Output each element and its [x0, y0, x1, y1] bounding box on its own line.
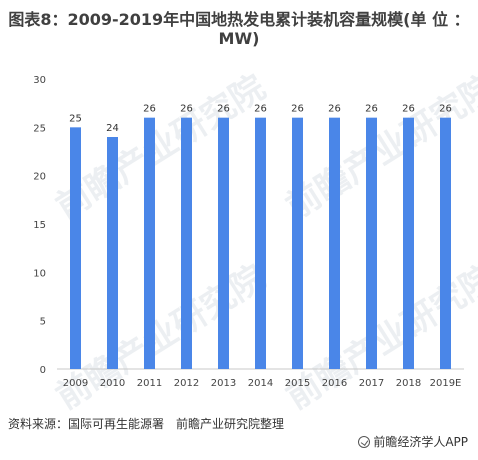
bar: [440, 117, 451, 370]
x-tick-label: 2013: [211, 378, 236, 389]
x-tick-label: 2019E: [430, 378, 462, 389]
y-tick-label: 25: [33, 123, 46, 134]
brand-credit: 前瞻经济学人APP: [358, 433, 468, 450]
bar: [255, 117, 266, 370]
y-tick-label: 15: [33, 220, 46, 231]
x-tick-label: 2018: [396, 378, 421, 389]
x-tick-label: 2014: [248, 378, 273, 389]
bar: [403, 117, 414, 370]
x-tick-label: 2012: [174, 378, 199, 389]
x-tick-label: 2010: [100, 378, 125, 389]
bar: [329, 117, 340, 370]
data-label: 26: [143, 104, 156, 115]
data-label: 26: [365, 104, 378, 115]
x-tick-label: 2009: [63, 378, 88, 389]
brand-logo-icon: [358, 435, 371, 448]
data-label: 26: [328, 104, 341, 115]
data-label: 24: [106, 123, 119, 134]
bar: [292, 117, 303, 370]
bar: [107, 137, 118, 369]
y-tick-label: 10: [33, 268, 46, 279]
data-label: 26: [180, 104, 193, 115]
data-label: 26: [217, 104, 230, 115]
chart-title: 图表8：2009-2019年中国地热发电累计装机容量规模(单 位 ：MW): [8, 10, 470, 48]
bar: [144, 117, 155, 370]
bar: [181, 117, 192, 370]
data-label: 26: [439, 104, 452, 115]
data-label: 26: [291, 104, 304, 115]
bar: [366, 117, 377, 370]
x-tick-label: 2016: [322, 378, 347, 389]
x-tick-label: 2015: [285, 378, 310, 389]
bar: [218, 117, 229, 370]
data-label: 26: [402, 104, 415, 115]
y-tick-label: 30: [33, 75, 46, 86]
bar: [70, 127, 81, 369]
brand-name: 前瞻经济学人APP: [373, 435, 468, 449]
source-note: 资料来源：国际可再生能源署 前瞻产业研究院整理: [8, 417, 285, 431]
y-tick-label: 0: [40, 365, 46, 376]
x-tick-label: 2017: [359, 378, 384, 389]
y-tick-label: 5: [40, 317, 46, 328]
y-tick-label: 20: [33, 172, 46, 183]
x-tick-label: 2011: [137, 378, 162, 389]
data-label: 25: [69, 113, 82, 124]
data-label: 26: [254, 104, 267, 115]
